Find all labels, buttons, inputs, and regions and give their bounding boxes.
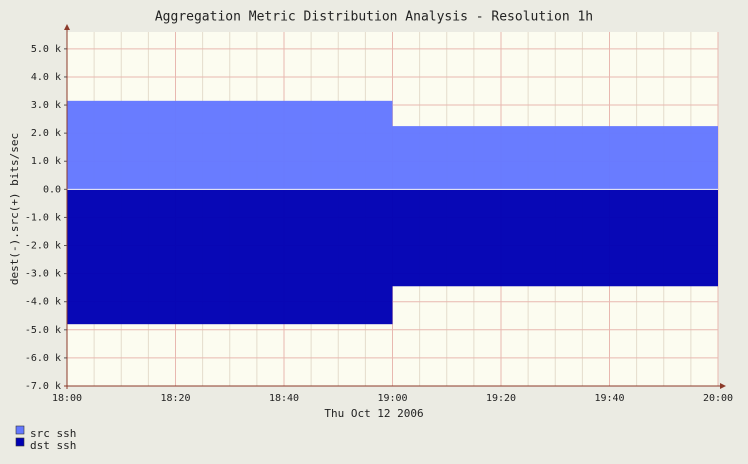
- legend-label: src ssh: [30, 427, 76, 440]
- y-tick-label: 4.0 k: [31, 72, 61, 83]
- x-tick-label: 18:20: [160, 393, 190, 404]
- x-tick-label: 19:20: [486, 393, 516, 404]
- y-tick-label: 1.0 k: [31, 156, 61, 167]
- y-axis-title: dest(-).src(+) bits/sec: [8, 133, 21, 285]
- x-arrow: [720, 383, 726, 389]
- y-tick-label: -6.0 k: [25, 353, 61, 364]
- y-tick-label: -2.0 k: [25, 241, 61, 252]
- area-step: [67, 189, 393, 325]
- y-tick-label: -7.0 k: [25, 381, 61, 392]
- y-tick-label: -1.0 k: [25, 212, 61, 223]
- x-axis-title: Thu Oct 12 2006: [324, 407, 423, 420]
- x-tick-label: 19:40: [594, 393, 624, 404]
- y-tick-label: -4.0 k: [25, 297, 61, 308]
- chart-title: Aggregation Metric Distribution Analysis…: [155, 10, 593, 25]
- legend-swatch: [15, 437, 25, 447]
- y-tick-label: 0.0: [43, 184, 61, 195]
- y-arrow: [64, 24, 70, 30]
- x-tick-label: 18:40: [269, 393, 299, 404]
- x-tick-label: 20:00: [703, 393, 733, 404]
- x-tick-label: 18:00: [52, 393, 82, 404]
- y-tick-label: 5.0 k: [31, 44, 61, 55]
- area-step: [67, 100, 393, 190]
- area-step: [392, 126, 718, 190]
- legend-label: dst ssh: [30, 439, 76, 452]
- y-tick-label: 2.0 k: [31, 128, 61, 139]
- x-tick-label: 19:00: [377, 393, 407, 404]
- y-tick-label: -5.0 k: [25, 325, 61, 336]
- y-tick-label: -3.0 k: [25, 269, 61, 280]
- y-tick-label: 3.0 k: [31, 100, 61, 111]
- area-step: [392, 189, 718, 287]
- legend-swatch: [15, 425, 25, 435]
